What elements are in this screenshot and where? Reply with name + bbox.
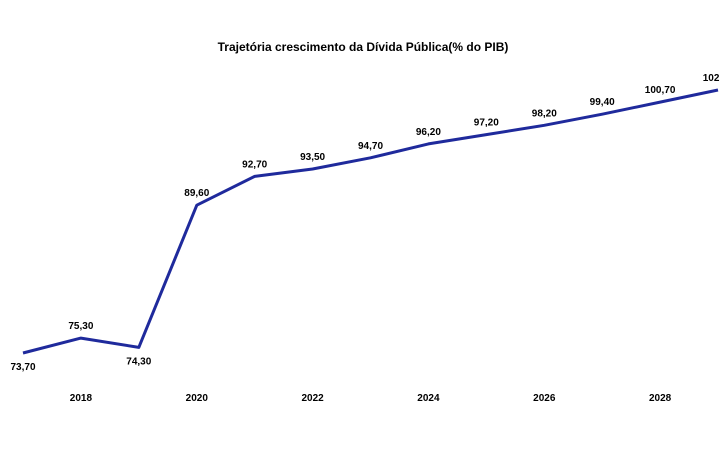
data-label: 75,30 [68, 321, 93, 332]
x-tick-label: 2024 [417, 393, 440, 404]
data-label: 89,60 [184, 188, 209, 199]
x-tick-label: 2020 [186, 393, 209, 404]
x-tick-label: 2026 [533, 393, 556, 404]
data-label: 94,70 [358, 141, 383, 152]
data-label: 74,30 [126, 356, 151, 367]
data-label: 97,20 [474, 118, 499, 129]
series-line [22, 88, 719, 355]
data-label: 92,70 [242, 159, 267, 170]
data-label: 98,20 [532, 108, 557, 119]
series-layer [22, 88, 719, 355]
data-label: 73,70 [10, 362, 35, 373]
data-label: 93,50 [300, 152, 325, 163]
chart-title: Trajetória crescimento da Dívida Pública… [218, 40, 509, 54]
data-label: 100,70 [645, 85, 676, 96]
data-label: 99,40 [590, 97, 615, 108]
x-tick-label: 2028 [649, 393, 672, 404]
x-axis: 2018 2020 2022 2024 2026 2028 [70, 393, 672, 404]
data-label: 102,00 [703, 73, 720, 84]
x-tick-label: 2022 [301, 393, 324, 404]
data-label-layer: 73,70 75,30 74,30 89,60 92,70 93,50 94,70 96,20… [10, 73, 720, 373]
x-tick-label: 2018 [70, 393, 93, 404]
data-label: 96,20 [416, 127, 441, 138]
